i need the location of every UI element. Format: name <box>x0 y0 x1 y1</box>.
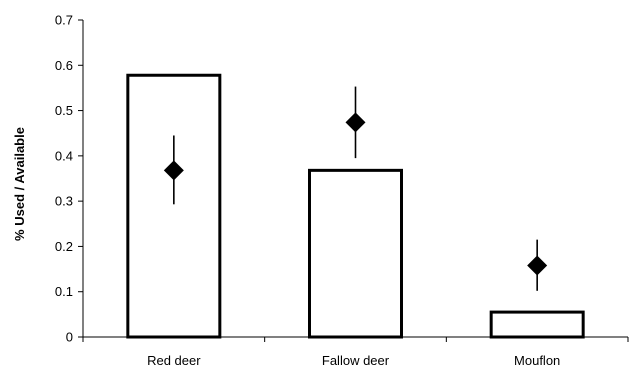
x-axis-labels: Red deer Fallow deer Mouflon <box>82 337 629 368</box>
bars <box>126 73 585 339</box>
x-tick-label: Mouflon <box>514 353 560 368</box>
y-tick-label: 0 <box>66 330 73 345</box>
y-axis-title: % Used / Available <box>12 127 27 241</box>
bar-fallow-deer <box>308 168 403 339</box>
y-axis-ticks: 0 0.1 0.2 0.3 0.4 0.5 0.6 0.7 <box>55 13 83 345</box>
y-tick-label: 0.2 <box>55 239 73 254</box>
y-tick-label: 0.5 <box>55 103 73 118</box>
bar-red-deer <box>126 73 222 339</box>
y-tick-label: 0.6 <box>55 58 73 73</box>
diamond-marker <box>345 112 366 133</box>
diamond-marker <box>163 160 184 181</box>
x-tick-label: Fallow deer <box>322 353 390 368</box>
diamond-marker <box>527 255 548 276</box>
y-tick-label: 0.1 <box>55 284 73 299</box>
y-tick-label: 0.4 <box>55 148 73 163</box>
x-tick-label: Red deer <box>147 353 201 368</box>
points <box>163 86 548 291</box>
bar-mouflon <box>489 310 585 339</box>
y-tick-label: 0.3 <box>55 194 73 209</box>
y-tick-label: 0.7 <box>55 13 73 28</box>
